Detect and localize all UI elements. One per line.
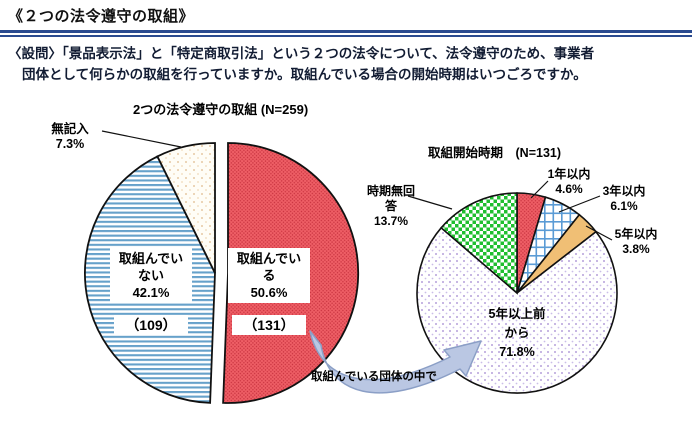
question-line-2: 団体として何らかの取組を行っていますか。取組んでいる場合の開始時期はいつごろです… (22, 67, 587, 82)
right-3year-label: 3年以内 6.1% (598, 184, 650, 214)
right-over5-label: 5年以上前 から 71.8% (477, 305, 557, 362)
right-3year-text: 3年以内 (602, 184, 646, 198)
flow-arrow (309, 330, 482, 394)
right-5year-text: 5年以内 (614, 227, 658, 241)
leader-blank (101, 130, 182, 148)
right-slice-noanswer (440, 192, 518, 295)
left-yes-label-box: 取組んでい る 50.6% (228, 248, 310, 303)
right-1year-label: 1年以内 4.6% (543, 167, 595, 197)
left-yes-line1: 取組んでい (236, 251, 302, 266)
right-1year-pct: 4.6% (555, 182, 583, 196)
left-no-pct: 42.1% (132, 285, 170, 300)
leader-1year (530, 180, 549, 199)
page-title: 《２つの法令遵守の取組》 (8, 8, 195, 25)
left-yes-pct: 50.6% (250, 285, 288, 300)
left-no-count: （109） (114, 315, 188, 335)
left-blank-label-text: 無記入 (51, 122, 89, 136)
leader-3year (558, 195, 601, 213)
right-over5-line1: 5年以上前 (488, 307, 546, 321)
right-noanswer-pct: 13.7% (373, 214, 409, 228)
right-5year-label: 5年以内 3.8% (610, 227, 662, 257)
left-blank-label: 無記入 7.3% (38, 122, 102, 152)
left-no-label-box: 取組んでい ない 42.1% (110, 248, 192, 303)
right-1year-text: 1年以内 (547, 167, 591, 181)
leader-noanswer (407, 195, 453, 210)
title-rule-bottom (0, 35, 692, 37)
left-yes-count: （131） (232, 315, 306, 335)
question-line-1: 〈設問〉「景品表示法」と「特定商取引法」という２つの法令について、法令遵守のため… (8, 46, 595, 61)
left-blank-label-pct: 7.3% (55, 137, 85, 151)
right-noanswer-label: 時期無回 答 13.7% (362, 184, 420, 229)
right-3year-pct: 6.1% (610, 199, 638, 213)
arrow-label: 取組んでいる団体の中で (311, 371, 437, 383)
leader-5year (585, 225, 613, 241)
right-pie-title: 取組開始時期 (N=131) (428, 146, 562, 160)
left-pie-title: 2つの法令遵守の取組 (N=259) (133, 102, 309, 117)
right-noanswer-line1: 時期無回 (366, 184, 415, 198)
left-no-line2: ない (137, 268, 164, 283)
title-rule-top (0, 30, 692, 33)
right-over5-pct: 71.8% (499, 345, 535, 359)
right-5year-pct: 3.8% (622, 242, 650, 256)
left-yes-line2: る (262, 268, 276, 283)
left-slice-blank (156, 142, 216, 274)
left-no-line1: 取組んでい (118, 251, 184, 266)
right-over5-line2: から (504, 326, 530, 340)
right-noanswer-line2: 答 (384, 199, 397, 213)
